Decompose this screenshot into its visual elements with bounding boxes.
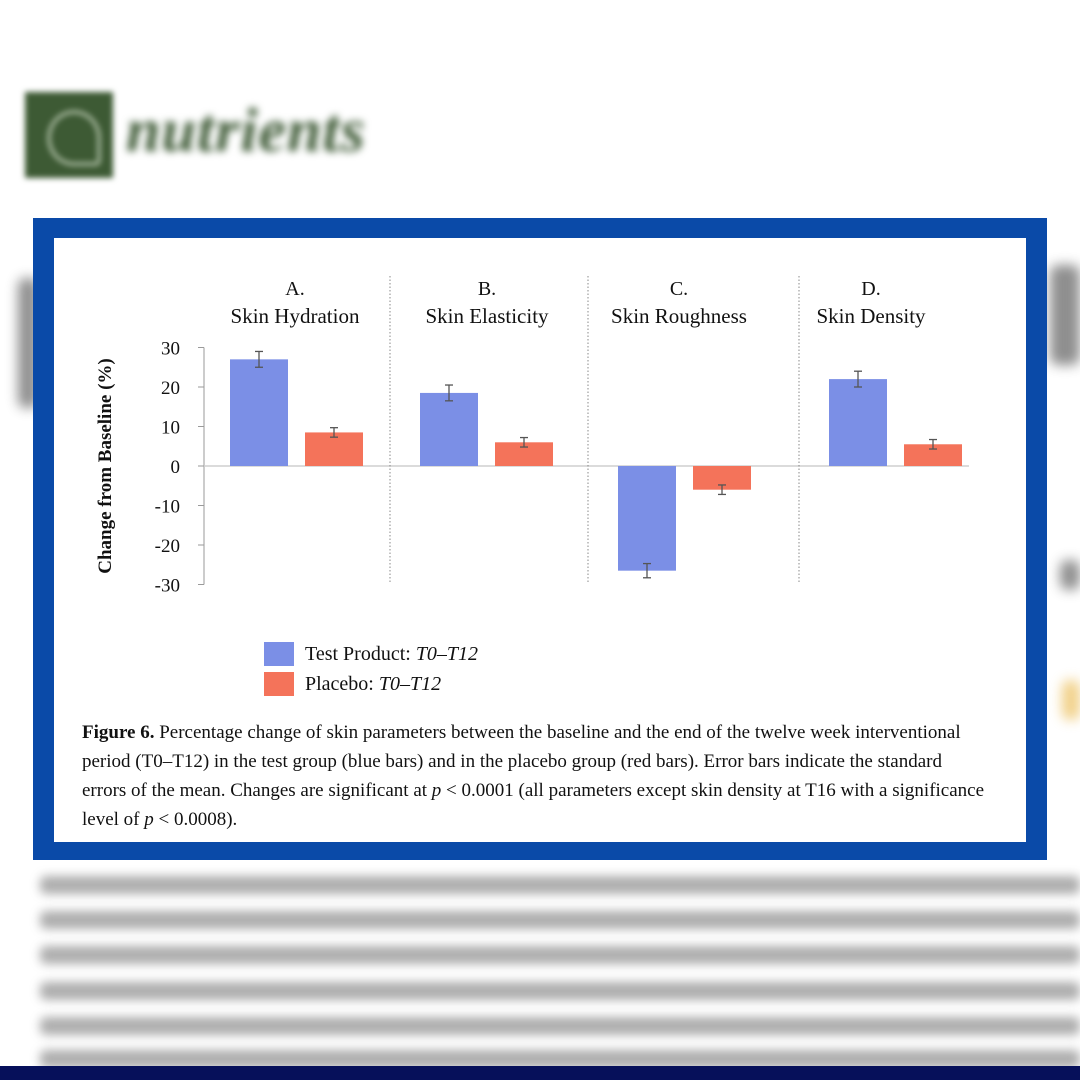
y-tick-label: 30	[161, 339, 180, 360]
y-tick-label: 20	[161, 378, 180, 399]
caption-text-3: < 0.0008).	[153, 809, 238, 830]
bar-chart: Change from Baseline (%) 30 20 10 0 -10 -20 -30…	[95, 276, 969, 597]
journal-name: nutrients	[126, 97, 366, 165]
panel-letter: B.	[478, 278, 496, 300]
bar-test-product	[829, 379, 887, 466]
y-axis-label: Change from Baseline (%)	[95, 358, 116, 574]
blur-text-line	[40, 911, 1080, 929]
bar-placebo	[693, 466, 751, 490]
caption-p-value-1: p	[431, 780, 442, 801]
legend-label-placebo: Placebo:	[305, 673, 379, 695]
figure-label: Figure 6.	[82, 722, 155, 743]
legend-swatch-placebo	[264, 672, 294, 696]
blur-text-line	[40, 982, 1080, 1000]
right-blur-text	[1050, 265, 1080, 365]
panel-letter: D.	[861, 278, 880, 300]
caption-text-2: < 0.0001 (all parameters except skin den…	[82, 780, 985, 830]
right-blur-badge	[1062, 680, 1080, 720]
y-tick-label: -30	[155, 576, 180, 597]
y-tick-label: 10	[161, 418, 180, 439]
blur-text-line	[40, 876, 1080, 894]
bottom-bar	[0, 1066, 1080, 1080]
bar-placebo	[305, 432, 363, 466]
y-tick-label: -10	[155, 497, 180, 518]
bar-test-product	[618, 466, 676, 571]
blur-text-line	[40, 1050, 1080, 1068]
blur-text-line	[40, 946, 1080, 964]
bar-test-product	[420, 392, 478, 466]
legend-swatch-test-product	[264, 642, 294, 666]
panel-title: Skin Density	[816, 304, 926, 328]
journal-logo	[25, 92, 113, 178]
bar-placebo	[904, 444, 962, 466]
legend-label-test-product: Test Product:	[305, 643, 416, 665]
figure-caption: Figure 6. Percentage change of skin para…	[82, 718, 988, 834]
caption-p-value-2: p	[144, 809, 154, 830]
panel-title: Skin Hydration	[231, 304, 360, 328]
panel-title: Skin Elasticity	[425, 304, 549, 328]
legend-period-test-product: T0–T12	[415, 643, 479, 665]
panel-title: Skin Roughness	[611, 304, 747, 328]
bar-test-product	[230, 359, 288, 466]
y-tick-label: 0	[171, 457, 181, 478]
caption-text-1: Percentage change of skin parameters bet…	[82, 722, 961, 801]
legend-period-placebo: T0–T12	[378, 673, 442, 695]
right-blur-mark	[1060, 560, 1080, 590]
blur-text-line	[40, 1017, 1080, 1035]
panel-letter: A.	[285, 278, 304, 300]
bar-placebo	[495, 442, 553, 466]
y-tick-label: -20	[155, 536, 180, 557]
panel-letter: C.	[670, 278, 688, 300]
figure-panel	[54, 238, 1026, 842]
